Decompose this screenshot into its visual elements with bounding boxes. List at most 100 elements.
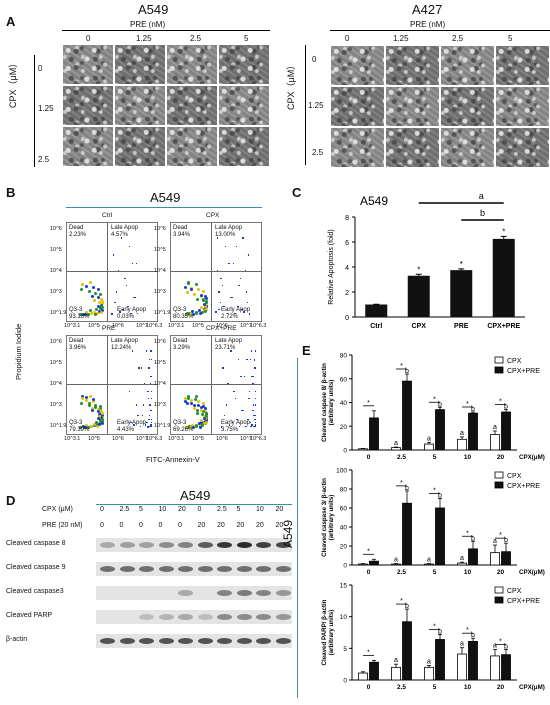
panel-b-title: A549 <box>150 190 181 205</box>
panel-e-label: E <box>302 343 311 358</box>
panel-e-sig-a: a <box>394 440 398 447</box>
panel-d-cpx-value: 2.5 <box>217 506 227 513</box>
panel-d-cpx-value: 2.5 <box>119 506 130 513</box>
panel-d-band <box>178 542 193 548</box>
flow-y-tick: 10^4 <box>50 268 62 274</box>
flow-x-tick: 10^5 <box>88 436 100 442</box>
panel-c-star: * <box>460 260 463 269</box>
panel-c-bar-1 <box>407 275 430 317</box>
panel-d-band <box>119 566 135 572</box>
panel-e-bar <box>369 417 379 451</box>
panel-d-band <box>100 566 115 572</box>
panel-a-right-row-0: 0 <box>312 55 317 64</box>
panel-d-cpx-value: 20 <box>275 506 284 513</box>
panel-a-left-micrograph-r2-c2 <box>166 126 218 167</box>
flow-plot-2: Dead 3.96% Late Apop 12.24% Q3-3 79.39% Ear… <box>66 335 158 435</box>
panel-e-star: * <box>466 401 469 408</box>
panel-d-blot-label-4: β-actin <box>6 636 28 643</box>
panel-a-right-col-3: 5 <box>508 34 513 43</box>
panel-e-sig-b: b <box>504 404 508 411</box>
panel-e-sig-a: a <box>394 557 398 564</box>
panel-d-band <box>119 638 135 644</box>
panel-e-bar <box>402 621 412 681</box>
panel-a-right-row-2: 2.5 <box>312 148 324 157</box>
panel-c-x-label-1: CPX <box>412 323 427 330</box>
panel-a-right-cpx-label: CPX（μM） <box>286 60 296 110</box>
panel-a-left-pre-line <box>62 30 270 31</box>
panel-c-chart: A549 0 2 4 6 8 Relative Apoptosis (fold) Ctrl C… <box>328 191 525 330</box>
panel-d-cpx-value: 20 <box>178 506 186 513</box>
panel-e-star: * <box>367 649 370 656</box>
panel-a-right-micrograph-r2-c0 <box>330 127 385 168</box>
panel-a-right-cpx-line <box>305 45 306 165</box>
panel-a-left-micrograph-r0-c0 <box>62 44 114 85</box>
panel-e-bar <box>424 443 434 451</box>
panel-d-band <box>256 542 271 548</box>
panel-a-right-micrograph-r1-c2 <box>440 86 495 127</box>
panel-a-left-col-1: 1.25 <box>136 34 152 43</box>
panel-d-band <box>275 566 291 572</box>
panel-e-star: * <box>367 400 370 407</box>
panel-e-y-tick-label: 80 <box>340 487 348 494</box>
panel-d-cpx-value: 0 <box>100 506 104 513</box>
panel-a-right-pre-line <box>330 30 550 31</box>
panel-e-chart-2: 0 5 10 15 Cleaved PARP/ β-actin (arbitrary un… <box>321 583 545 692</box>
panel-d-title: A549 <box>180 488 211 503</box>
panel-c-x-label-2: PRE <box>454 323 469 330</box>
flow-x-tick: 10^3.1 <box>64 323 81 329</box>
panel-e-sig-a: a <box>460 555 464 562</box>
flow-y-tick: 10^6 <box>50 226 62 232</box>
panel-e-chart-0: 0 20 40 60 80 Cleaved caspase 8/ β-actin (arbi… <box>321 353 545 462</box>
panel-a-left-cpx-line <box>34 55 35 167</box>
panel-d-band <box>275 614 291 620</box>
panel-d-band <box>158 566 174 572</box>
panel-e-star: * <box>400 363 403 370</box>
flow-y-tick: 10^6 <box>154 226 166 232</box>
panel-e-bar <box>435 639 445 681</box>
flow-plot-title-2: PRE <box>102 325 116 332</box>
panel-e-bar <box>457 562 467 566</box>
panel-e-sig-a: a <box>427 658 431 665</box>
panel-e-star: * <box>433 396 436 403</box>
panel-e-sig-a: a <box>493 538 497 545</box>
panel-d-title-underline <box>96 504 292 505</box>
panel-d-band <box>178 590 193 596</box>
panel-c-y-tick-label: 8 <box>345 215 349 222</box>
panel-d-pre-value: 0 <box>158 522 163 529</box>
panel-a-left-col-3: 5 <box>244 34 249 43</box>
panel-d-band <box>139 614 154 620</box>
panel-a-left-micrograph-r1-c2 <box>166 85 218 126</box>
panel-d-band <box>256 566 271 572</box>
panel-e-bar <box>435 409 445 451</box>
panel-a-left-row-1: 1.25 <box>38 104 54 113</box>
panel-d-pre-value: 0 <box>100 522 104 529</box>
panel-e-sig-b: b <box>471 632 475 639</box>
panel-c-bar-3 <box>492 238 515 317</box>
panel-e-x-label: 20 <box>497 454 505 461</box>
panel-e-bar <box>490 434 500 451</box>
panel-e-y-tick-label: 0 <box>343 563 347 570</box>
panel-e-y-tick-label: 5 <box>343 646 347 653</box>
flow-plot-3: Dead 3.29% Late Apop 23.71% Q3-3 69.26% Ear… <box>170 335 262 435</box>
flow-plot-title-1: CPX <box>206 212 220 219</box>
flow-x-tick: 10^7 <box>136 436 148 442</box>
panel-a-left-col-2: 2.5 <box>190 34 202 43</box>
panel-d-band <box>217 614 232 620</box>
panel-a-left-row-0: 0 <box>38 64 43 73</box>
panel-e-bar <box>457 653 467 681</box>
flow-x-tick: 10^3.1 <box>168 323 185 329</box>
panel-e-bar <box>369 560 379 566</box>
panel-e-x-label: 20 <box>497 684 505 691</box>
panel-e-legend-label: CPX <box>507 473 522 480</box>
flow-y-tick: 10^1.9 <box>154 423 171 429</box>
panel-e-y-tick-label: 40 <box>340 525 348 532</box>
panel-d-band <box>217 590 232 596</box>
panel-a-left-micrograph-r2-c0 <box>62 126 114 167</box>
panel-e-bar <box>402 502 412 566</box>
panel-e-y-tick-label: 20 <box>340 544 348 551</box>
panel-d-band <box>197 614 213 620</box>
panel-c-star: * <box>502 227 505 236</box>
panel-c-sig-b: b <box>480 208 485 218</box>
panel-e-x-axis-label: CPX(μM) <box>519 454 545 461</box>
